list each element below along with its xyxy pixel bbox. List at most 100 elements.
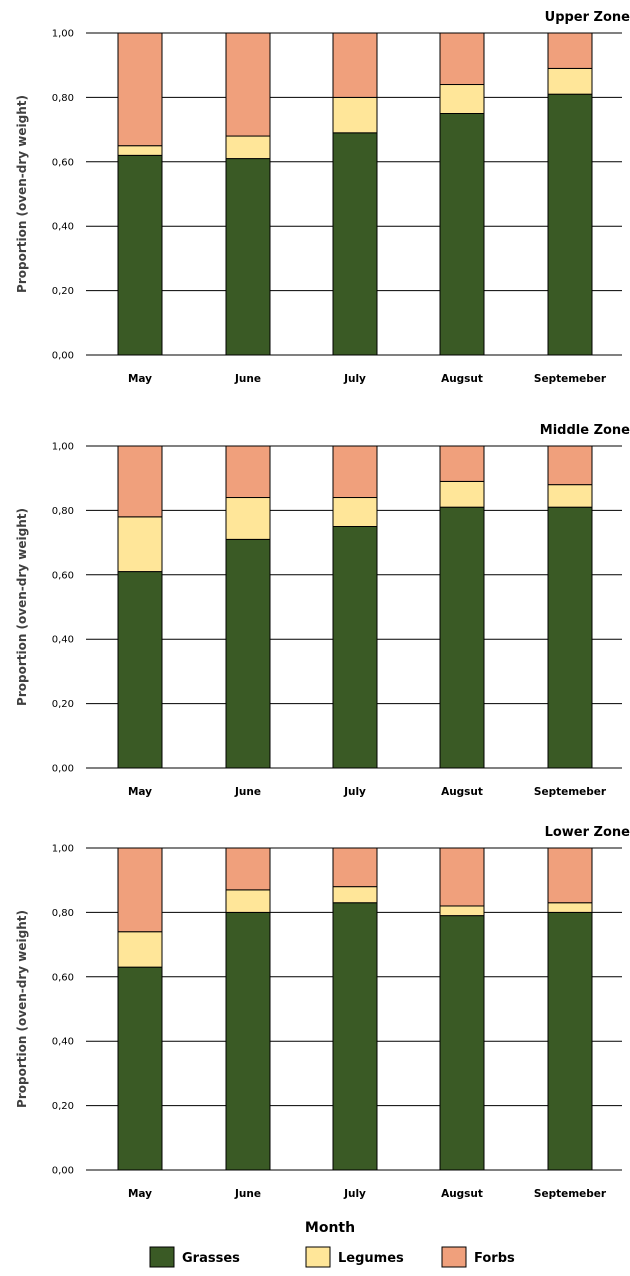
bar-grasses bbox=[117, 571, 163, 769]
bar-legumes bbox=[547, 902, 593, 913]
panel-2: Middle Zone 0,00 0,20 0,40 0,60 0,80 1,00 Propo… bbox=[15, 423, 630, 798]
bar-legumes bbox=[117, 145, 163, 156]
y-tick-label: 0,20 bbox=[52, 286, 74, 297]
bar-forbs bbox=[547, 847, 593, 904]
panel-1: Upper Zone 0,00 0,20 0,40 0,60 0,80 1,00 Propor… bbox=[15, 10, 630, 385]
bar-legumes bbox=[225, 889, 271, 913]
legend-label: Grasses bbox=[182, 1251, 240, 1266]
panel-3: Lower Zone 0,00 0,20 0,40 0,60 0,80 1,00 Propor… bbox=[15, 825, 630, 1200]
bar-forbs bbox=[439, 32, 485, 86]
bar-legumes bbox=[332, 497, 378, 527]
y-tick-label: 0,40 bbox=[52, 222, 74, 233]
bar-legumes bbox=[439, 480, 485, 508]
bar-grasses bbox=[332, 132, 378, 356]
x-tick-label: Augsut bbox=[441, 1188, 483, 1200]
bar-grasses bbox=[439, 915, 485, 1171]
x-tick-label: May bbox=[128, 1188, 152, 1200]
bar-grasses bbox=[332, 902, 378, 1171]
y-tick-label: 0,40 bbox=[52, 1037, 74, 1048]
bar-legumes bbox=[439, 905, 485, 917]
y-tick-label: 0,00 bbox=[52, 764, 74, 775]
x-tick-label: Augsut bbox=[441, 786, 483, 798]
bar-legumes bbox=[117, 931, 163, 968]
x-tick-label: Septemeber bbox=[534, 373, 607, 385]
bar-forbs bbox=[439, 847, 485, 907]
x-tick-label: Augsut bbox=[441, 373, 483, 385]
bar-forbs bbox=[117, 32, 163, 147]
bar-grasses bbox=[225, 911, 271, 1171]
x-tick-label: Septemeber bbox=[534, 786, 607, 798]
y-axis-label: Proportion (oven-dry weight) bbox=[15, 508, 29, 706]
legend-item-forbs: Forbs bbox=[441, 1246, 515, 1268]
bar-grasses bbox=[225, 538, 271, 769]
y-tick-label: 0,20 bbox=[52, 699, 74, 710]
y-tick-label: 0,00 bbox=[52, 1166, 74, 1177]
chart-title: Upper Zone bbox=[545, 10, 630, 25]
y-tick-label: 0,40 bbox=[52, 635, 74, 646]
bar-forbs bbox=[225, 847, 271, 891]
bar-forbs bbox=[225, 445, 271, 499]
x-tick-label: July bbox=[343, 1188, 366, 1200]
y-tick-label: 0,20 bbox=[52, 1101, 74, 1112]
y-tick-label: 0,60 bbox=[52, 570, 74, 581]
x-tick-label: June bbox=[234, 1188, 261, 1200]
bar-legumes bbox=[332, 96, 378, 134]
legend-swatch bbox=[149, 1246, 175, 1268]
legend-swatch bbox=[441, 1246, 467, 1268]
x-tick-label: May bbox=[128, 373, 152, 385]
bar-forbs bbox=[117, 445, 163, 518]
y-tick-label: 0,80 bbox=[52, 908, 74, 919]
bar-legumes bbox=[547, 484, 593, 508]
y-tick-label: 0,80 bbox=[52, 93, 74, 104]
bar-grasses bbox=[117, 154, 163, 356]
bar-grasses bbox=[332, 526, 378, 769]
y-tick-label: 0,60 bbox=[52, 972, 74, 983]
bar-legumes bbox=[439, 84, 485, 114]
legend: Grasses Legumes Forbs bbox=[149, 1246, 515, 1268]
bar-forbs bbox=[439, 445, 485, 482]
x-tick-label: June bbox=[234, 786, 261, 798]
chart-title: Middle Zone bbox=[540, 423, 630, 438]
bar-forbs bbox=[332, 445, 378, 499]
bar-forbs bbox=[332, 847, 378, 888]
bar-grasses bbox=[547, 506, 593, 769]
legend-swatch bbox=[305, 1246, 331, 1268]
y-tick-label: 0,60 bbox=[52, 157, 74, 168]
bar-grasses bbox=[225, 158, 271, 356]
y-tick-label: 1,00 bbox=[52, 844, 74, 855]
bar-legumes bbox=[225, 135, 271, 160]
x-tick-label: Septemeber bbox=[534, 1188, 607, 1200]
y-tick-label: 0,80 bbox=[52, 506, 74, 517]
bar-grasses bbox=[439, 113, 485, 356]
y-tick-label: 0,00 bbox=[52, 351, 74, 362]
bar-forbs bbox=[225, 32, 271, 137]
legend-item-legumes: Legumes bbox=[305, 1246, 404, 1268]
y-tick-label: 1,00 bbox=[52, 29, 74, 40]
bar-grasses bbox=[547, 93, 593, 356]
bar-grasses bbox=[547, 911, 593, 1171]
chart-panels: Upper Zone 0,00 0,20 0,40 0,60 0,80 1,00 Propor… bbox=[15, 10, 630, 1200]
bar-forbs bbox=[117, 847, 163, 933]
x-tick-label: May bbox=[128, 786, 152, 798]
x-tick-label: July bbox=[343, 786, 366, 798]
legend-item-grasses: Grasses bbox=[149, 1246, 240, 1268]
y-axis-label: Proportion (oven-dry weight) bbox=[15, 95, 29, 293]
y-tick-label: 1,00 bbox=[52, 442, 74, 453]
bar-forbs bbox=[547, 32, 593, 69]
legend-label: Legumes bbox=[338, 1251, 404, 1266]
bar-grasses bbox=[439, 506, 485, 769]
bar-forbs bbox=[547, 445, 593, 486]
x-tick-label: July bbox=[343, 373, 366, 385]
legend-label: Forbs bbox=[474, 1251, 515, 1266]
x-axis-label: Month bbox=[305, 1220, 355, 1236]
x-tick-label: June bbox=[234, 373, 261, 385]
bar-legumes bbox=[547, 67, 593, 95]
bar-legumes bbox=[117, 516, 163, 573]
bar-forbs bbox=[332, 32, 378, 98]
y-axis-label: Proportion (oven-dry weight) bbox=[15, 910, 29, 1108]
bar-grasses bbox=[117, 966, 163, 1171]
bar-legumes bbox=[225, 497, 271, 540]
chart-title: Lower Zone bbox=[545, 825, 630, 840]
bar-legumes bbox=[332, 886, 378, 904]
